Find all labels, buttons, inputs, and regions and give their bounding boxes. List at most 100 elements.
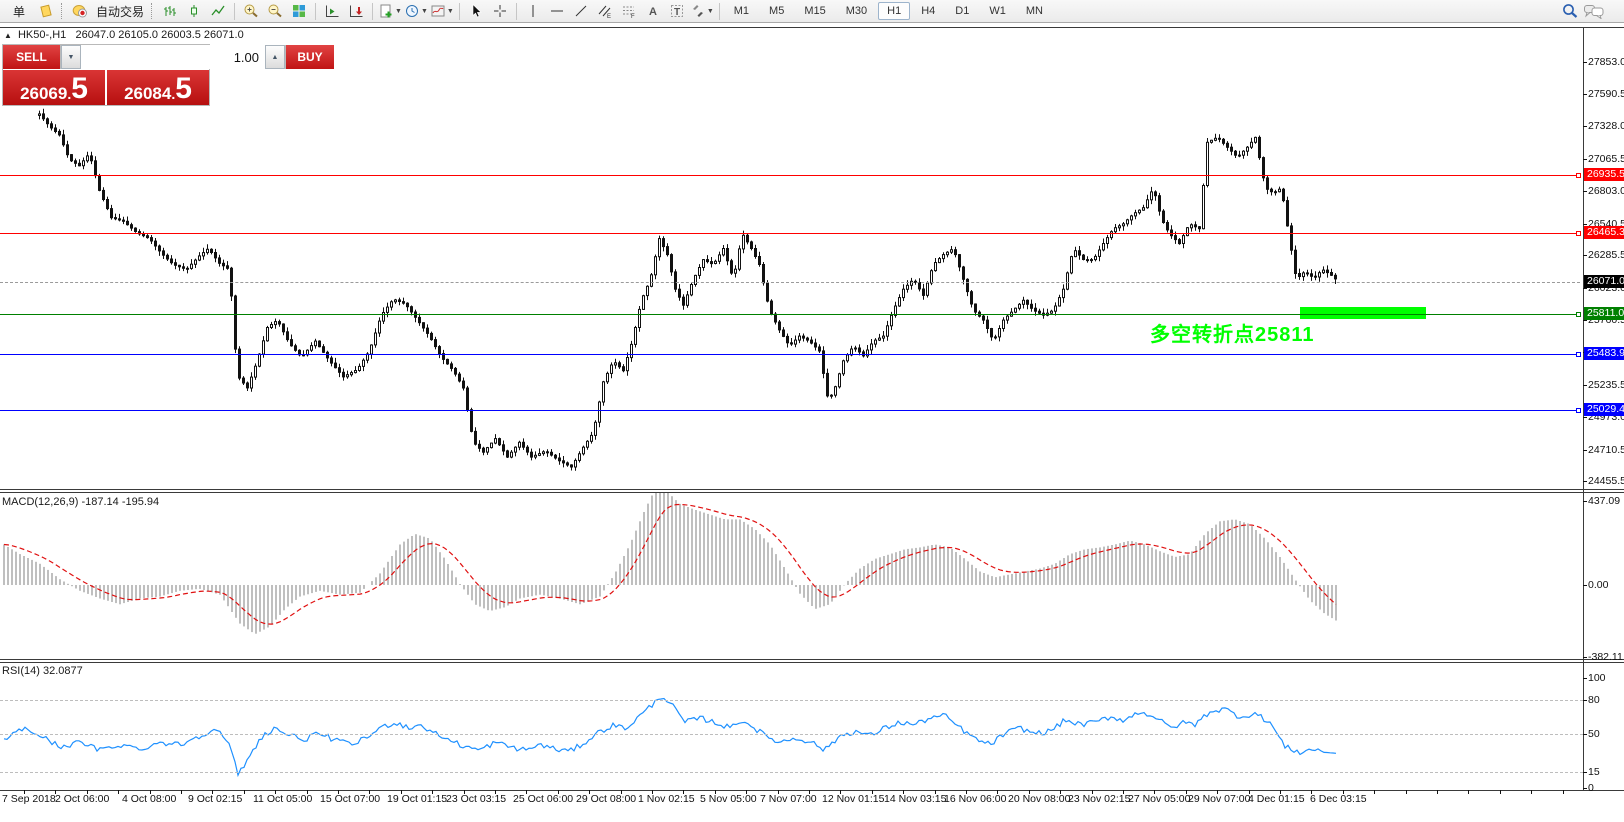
autotrade-icon[interactable] bbox=[69, 1, 91, 21]
timeframe-h1[interactable]: H1 bbox=[878, 2, 911, 20]
annotation-text[interactable]: 多空转折点25811 bbox=[1150, 324, 1315, 346]
new-chart-button[interactable]: ▼ bbox=[378, 1, 402, 21]
timeframe-mn[interactable]: MN bbox=[1025, 5, 1043, 17]
axis-tick bbox=[1583, 255, 1587, 257]
level-anchor-square[interactable] bbox=[1576, 172, 1581, 178]
axis-tick-label: 100 bbox=[1588, 672, 1606, 684]
axis-tick bbox=[1583, 320, 1587, 321]
time-axis-tick bbox=[683, 790, 684, 794]
chevron-down-icon[interactable]: ▼ bbox=[706, 7, 714, 15]
timeframe-m15[interactable]: M15 bbox=[804, 5, 826, 17]
timeframe-d1[interactable]: D1 bbox=[955, 5, 970, 17]
cursor-button[interactable] bbox=[465, 1, 487, 21]
buy-price-dot: . bbox=[171, 86, 176, 102]
toolbar: 单 自动交易 bbox=[0, 0, 1624, 23]
toolbar-grip bbox=[61, 3, 65, 19]
time-axis-label: 4 Dec 01:15 bbox=[1248, 793, 1305, 805]
volume-increase-button[interactable]: ▲ bbox=[265, 45, 285, 69]
axis-tick-label: 24455.5 bbox=[1588, 475, 1624, 488]
horizontal-level-line[interactable] bbox=[0, 313, 1580, 315]
horizontal-level-line[interactable] bbox=[0, 410, 1580, 412]
template-button[interactable]: ▼ bbox=[430, 1, 454, 21]
axis-tick bbox=[1583, 417, 1587, 419]
axis-tick-label: 15 bbox=[1588, 766, 1600, 779]
current-price-line[interactable] bbox=[0, 281, 1580, 283]
text-label-button[interactable]: T bbox=[666, 1, 688, 21]
sell-button[interactable]: SELL bbox=[3, 45, 60, 69]
fibonacci-button[interactable]: F bbox=[618, 1, 640, 21]
timeframe-w1[interactable]: W1 bbox=[989, 5, 1006, 17]
autotrade-button[interactable]: 自动交易 bbox=[96, 4, 145, 19]
time-axis-label: 29 Nov 07:00 bbox=[1188, 793, 1251, 805]
axis-tick bbox=[1583, 772, 1587, 774]
sell-price-display[interactable]: 26069 . 5 bbox=[3, 70, 105, 105]
horizontal-line-button[interactable] bbox=[546, 1, 568, 21]
buy-button[interactable]: BUY bbox=[286, 45, 334, 69]
time-axis-tick bbox=[1029, 790, 1030, 794]
bar-chart-button[interactable] bbox=[159, 1, 181, 21]
zoom-in-button[interactable] bbox=[240, 1, 262, 21]
candlestick-chart-button[interactable] bbox=[183, 1, 205, 21]
line-chart-button[interactable] bbox=[207, 1, 229, 21]
buy-price-display[interactable]: 26084 . 5 bbox=[107, 70, 209, 105]
time-axis-tick bbox=[181, 790, 182, 794]
pane-divider[interactable] bbox=[0, 489, 1624, 490]
level-anchor-square[interactable] bbox=[1576, 311, 1581, 317]
time-axis-tick bbox=[1154, 790, 1155, 794]
time-axis-label: 29 Oct 08:00 bbox=[576, 793, 637, 805]
trendline-button[interactable] bbox=[570, 1, 592, 21]
chart-shift-button[interactable] bbox=[321, 1, 343, 21]
arrows-button[interactable]: ▼ bbox=[690, 1, 714, 21]
horizontal-level-line[interactable] bbox=[0, 233, 1580, 234]
volume-decrease-button[interactable]: ▼ bbox=[61, 45, 81, 69]
chat-icon[interactable] bbox=[1583, 1, 1605, 21]
timeframe-h4[interactable]: H4 bbox=[921, 5, 936, 17]
timeframe-m1[interactable]: M1 bbox=[733, 5, 750, 17]
time-axis-line bbox=[0, 790, 1624, 791]
auto-scroll-button[interactable] bbox=[345, 1, 367, 21]
search-icon[interactable] bbox=[1559, 1, 1581, 21]
axis-tick bbox=[1583, 126, 1587, 128]
chevron-down-icon[interactable]: ▼ bbox=[446, 7, 454, 15]
time-axis-tick bbox=[1311, 790, 1312, 794]
time-axis-tick bbox=[1500, 790, 1501, 794]
time-axis-tick bbox=[118, 790, 119, 794]
time-axis-label: 2 Oct 06:00 bbox=[55, 793, 110, 805]
vertical-line-button[interactable] bbox=[522, 1, 544, 21]
chevron-down-icon[interactable]: ▼ bbox=[420, 7, 428, 15]
timeframe-m30[interactable]: M30 bbox=[845, 5, 868, 17]
time-axis-tick bbox=[275, 790, 276, 794]
axis-tick bbox=[1583, 449, 1587, 451]
new-order-icon[interactable] bbox=[35, 1, 57, 21]
time-axis-tick bbox=[621, 790, 622, 794]
time-axis-tick bbox=[1123, 790, 1124, 794]
period-clock-button[interactable]: ▼ bbox=[404, 1, 428, 21]
axis-tick bbox=[1583, 158, 1587, 160]
equidistant-channel-button[interactable]: E bbox=[594, 1, 616, 21]
pane-divider[interactable] bbox=[0, 662, 1624, 663]
axis-tick bbox=[1583, 287, 1587, 289]
time-axis-tick bbox=[1437, 790, 1438, 794]
crosshair-button[interactable] bbox=[489, 1, 511, 21]
time-axis-tick bbox=[1280, 790, 1281, 794]
chevron-down-icon[interactable]: ▼ bbox=[395, 7, 402, 15]
toolbar-separator bbox=[234, 2, 236, 20]
new-order-button[interactable]: 单 bbox=[12, 4, 25, 19]
text-button[interactable]: A bbox=[642, 1, 664, 21]
level-anchor-square[interactable] bbox=[1576, 352, 1581, 358]
volume-input[interactable] bbox=[81, 45, 265, 69]
level-anchor-square[interactable] bbox=[1576, 408, 1581, 414]
symbol-timeframe-label: HK50-,H1 bbox=[17, 29, 67, 41]
horizontal-level-line[interactable] bbox=[0, 354, 1580, 356]
pane-divider[interactable] bbox=[0, 659, 1624, 660]
toolbar-separator bbox=[315, 2, 317, 20]
timeframe-m5[interactable]: M5 bbox=[769, 5, 785, 17]
level-anchor-square[interactable] bbox=[1576, 231, 1581, 236]
highlight-bar[interactable] bbox=[1300, 307, 1426, 319]
pane-divider[interactable] bbox=[0, 492, 1624, 493]
time-axis-tick bbox=[87, 790, 88, 794]
tile-windows-button[interactable] bbox=[288, 1, 310, 21]
symbol-collapse-icon[interactable]: ▲ bbox=[4, 31, 12, 40]
horizontal-level-line[interactable] bbox=[0, 174, 1580, 176]
zoom-out-button[interactable] bbox=[264, 1, 286, 21]
